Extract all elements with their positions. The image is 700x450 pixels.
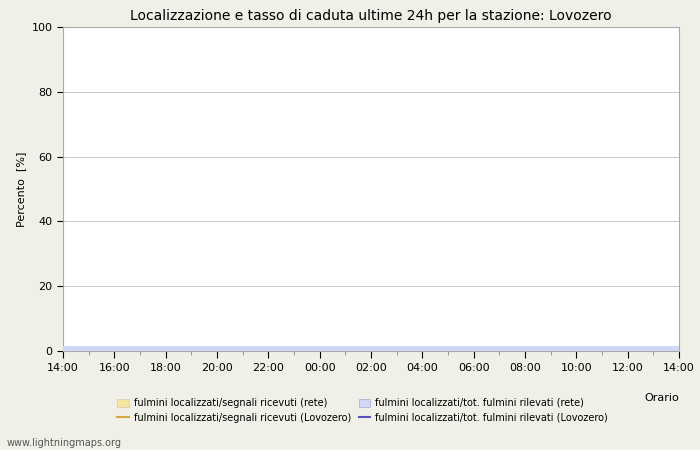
Bar	[268, 346, 294, 351]
Y-axis label: Percento  [%]: Percento [%]	[16, 151, 26, 227]
Bar	[551, 346, 576, 351]
Bar	[217, 346, 243, 351]
Bar	[653, 348, 679, 351]
Bar	[89, 346, 114, 351]
Bar	[166, 346, 191, 351]
Bar	[576, 346, 602, 351]
Bar	[268, 348, 294, 351]
Bar	[140, 348, 166, 351]
Bar	[397, 348, 422, 351]
Bar	[551, 348, 576, 351]
Bar	[422, 346, 448, 351]
Bar	[345, 346, 371, 351]
Bar	[294, 346, 320, 351]
Text: Orario: Orario	[644, 393, 679, 403]
Bar	[422, 348, 448, 351]
Legend: fulmini localizzati/segnali ricevuti (rete), fulmini localizzati/segnali ricevut: fulmini localizzati/segnali ricevuti (re…	[117, 398, 608, 423]
Bar	[602, 346, 628, 351]
Bar	[294, 348, 320, 351]
Bar	[243, 346, 268, 351]
Bar	[474, 348, 499, 351]
Bar	[114, 346, 140, 351]
Bar	[191, 348, 217, 351]
Bar	[602, 348, 628, 351]
Text: www.lightningmaps.org: www.lightningmaps.org	[7, 438, 122, 448]
Bar	[320, 348, 345, 351]
Bar	[628, 346, 653, 351]
Bar	[397, 346, 422, 351]
Bar	[114, 348, 140, 351]
Bar	[63, 348, 89, 351]
Bar	[448, 346, 474, 351]
Bar	[499, 348, 525, 351]
Bar	[320, 346, 345, 351]
Bar	[166, 348, 191, 351]
Bar	[345, 348, 371, 351]
Title: Localizzazione e tasso di caduta ultime 24h per la stazione: Lovozero: Localizzazione e tasso di caduta ultime …	[130, 9, 612, 23]
Bar	[371, 346, 397, 351]
Bar	[576, 348, 602, 351]
Bar	[140, 346, 166, 351]
Bar	[371, 348, 397, 351]
Bar	[653, 346, 679, 351]
Bar	[525, 348, 551, 351]
Bar	[628, 348, 653, 351]
Bar	[217, 348, 243, 351]
Bar	[89, 348, 114, 351]
Bar	[499, 346, 525, 351]
Bar	[448, 348, 474, 351]
Bar	[191, 346, 217, 351]
Bar	[474, 346, 499, 351]
Bar	[243, 348, 268, 351]
Bar	[525, 346, 551, 351]
Bar	[63, 346, 89, 351]
